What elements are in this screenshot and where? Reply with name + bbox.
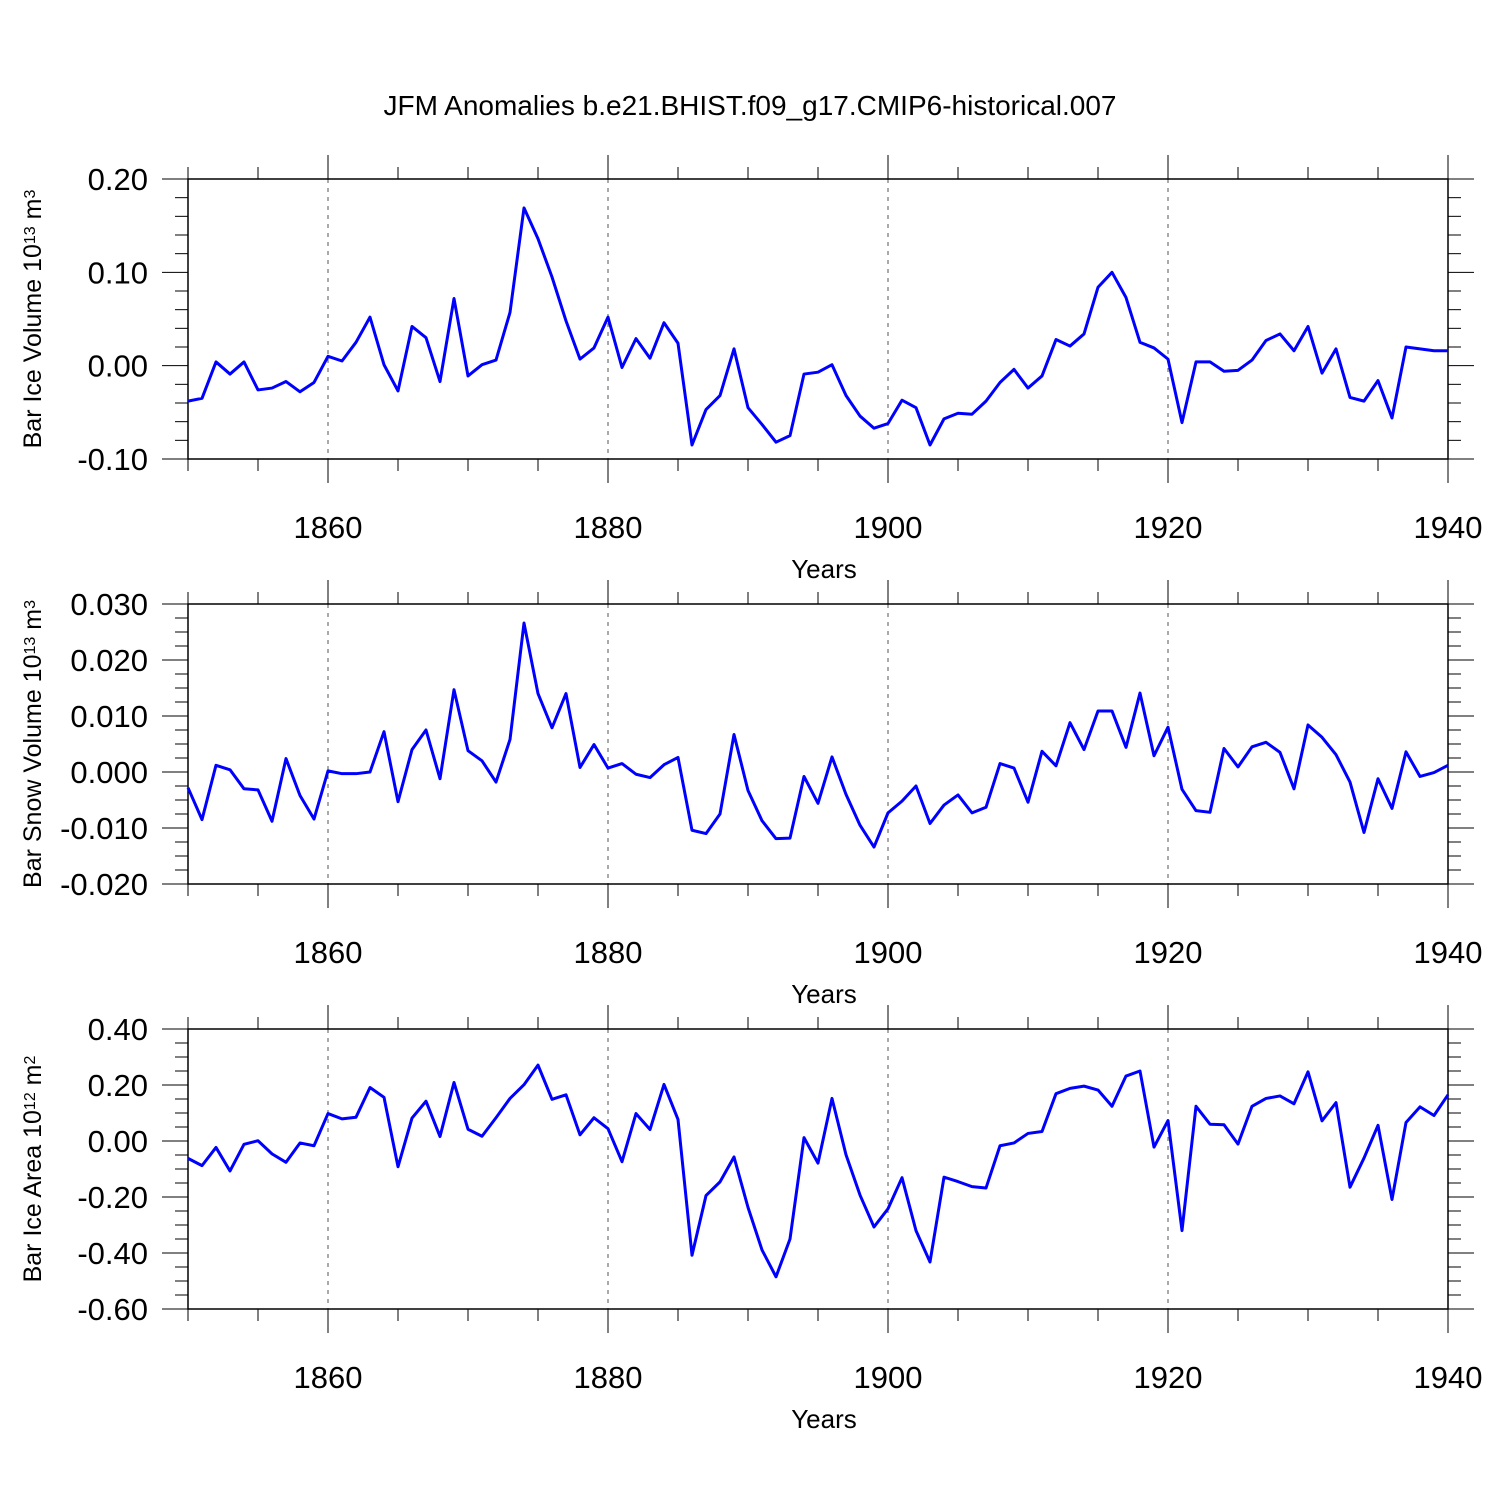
x-tick-label-1940: 1940 xyxy=(1414,935,1483,970)
x-tick-label-1880: 1880 xyxy=(574,510,643,545)
series-line-snow-volume xyxy=(186,621,1449,849)
y-axis-title-superscript: 13 xyxy=(22,226,39,244)
x-tick-label-1920: 1920 xyxy=(1134,935,1203,970)
y-tick-label: -0.10 xyxy=(77,442,148,477)
series-line-ice-area xyxy=(187,1063,1450,1279)
y-tick-label: 0.20 xyxy=(88,162,148,197)
x-axis-title: Years xyxy=(791,554,857,584)
series-line-ice-volume xyxy=(187,206,1448,447)
y-axis-title-superscript: 3 xyxy=(22,600,39,609)
x-tick-label-1880: 1880 xyxy=(574,1360,643,1395)
y-tick-label: 0.000 xyxy=(70,755,148,790)
x-tick-label-1920: 1920 xyxy=(1134,510,1203,545)
y-axis-title-part: Bar Snow Volume 10 xyxy=(19,655,47,888)
x-tick-label-1880: 1880 xyxy=(574,935,643,970)
x-tick-label-1940: 1940 xyxy=(1414,510,1483,545)
y-tick-label: 0.010 xyxy=(70,699,148,734)
x-tick-label-1900: 1900 xyxy=(854,1360,923,1395)
y-tick-label: 0.10 xyxy=(88,255,148,290)
y-axis-title: Bar Ice Volume 1013 m3 xyxy=(19,190,47,449)
y-tick-label: -0.60 xyxy=(77,1292,148,1327)
y-tick-label: 0.020 xyxy=(70,643,148,678)
y-tick-label: -0.010 xyxy=(60,811,148,846)
y-tick-label: -0.40 xyxy=(77,1236,148,1271)
x-tick-label-1860: 1860 xyxy=(294,935,363,970)
y-axis-title-superscript: 13 xyxy=(22,637,39,655)
y-axis-title-part: m xyxy=(19,609,47,637)
x-tick-label-1920: 1920 xyxy=(1134,1360,1203,1395)
x-tick-label-1860: 1860 xyxy=(294,1360,363,1395)
x-tick-label-1860: 1860 xyxy=(294,510,363,545)
plot-frame xyxy=(187,178,1449,460)
x-tick-label-1900: 1900 xyxy=(854,935,923,970)
y-tick-label: 0.00 xyxy=(88,1124,148,1159)
y-axis-title-superscript: 12 xyxy=(22,1092,39,1110)
y-tick-label: 0.030 xyxy=(70,587,148,622)
y-axis-title-part: m xyxy=(19,1065,47,1093)
y-axis-title-superscript: 3 xyxy=(22,190,39,199)
y-axis-title-part: m xyxy=(19,199,47,227)
y-axis-title-part: Bar Ice Volume 10 xyxy=(19,244,47,448)
y-axis-title: Bar Snow Volume 1013 m3 xyxy=(19,600,47,888)
x-tick-label-1940: 1940 xyxy=(1414,1360,1483,1395)
y-axis-title: Bar Ice Area 1012 m2 xyxy=(19,1056,47,1283)
chart-title: JFM Anomalies b.e21.BHIST.f09_g17.CMIP6-… xyxy=(383,90,1116,121)
y-tick-label: -0.020 xyxy=(60,867,148,902)
x-tick-label-1900: 1900 xyxy=(854,510,923,545)
x-axis-title: Years xyxy=(791,979,857,1009)
x-axis-title: Years xyxy=(791,1404,857,1434)
plot-frame xyxy=(187,1028,1449,1310)
y-axis-title-superscript: 2 xyxy=(22,1056,39,1065)
y-tick-label: 0.40 xyxy=(88,1012,148,1047)
y-tick-label: 0.00 xyxy=(88,349,148,384)
y-tick-label: 0.20 xyxy=(88,1068,148,1103)
y-axis-title-part: Bar Ice Area 10 xyxy=(19,1110,47,1282)
y-tick-label: -0.20 xyxy=(77,1180,148,1215)
